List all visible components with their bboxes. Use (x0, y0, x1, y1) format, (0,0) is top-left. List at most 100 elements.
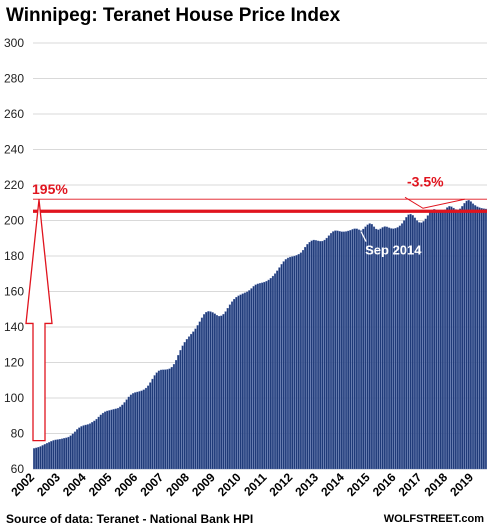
bar (205, 312, 208, 470)
x-tick-label: 2003 (34, 470, 63, 499)
bar (198, 321, 201, 470)
bar (203, 314, 206, 470)
bar (276, 270, 279, 470)
bar (353, 228, 356, 470)
bar (211, 312, 214, 470)
bar (151, 378, 154, 470)
bar (456, 209, 459, 470)
bar (345, 231, 348, 470)
bar (88, 423, 92, 470)
source-note: Source of data: Teranet - National Bank … (6, 512, 253, 526)
bar (243, 292, 246, 470)
bar (394, 228, 397, 470)
brand-label: WOLFSTREET.com (384, 513, 484, 525)
bar (224, 311, 227, 470)
bar (426, 215, 429, 470)
bar (338, 231, 341, 470)
bar (54, 439, 57, 470)
bar (157, 370, 160, 470)
bar (325, 237, 328, 470)
x-tick-label: 2010 (215, 470, 244, 499)
bar (187, 336, 191, 470)
decline-bracket (404, 196, 465, 209)
bar (37, 447, 40, 470)
bar (45, 443, 49, 470)
bar (398, 225, 401, 470)
bar (121, 404, 124, 470)
bar (407, 214, 410, 470)
bar (97, 416, 100, 470)
y-tick-label: 200 (4, 214, 24, 228)
bar (192, 331, 195, 470)
bar (114, 408, 117, 470)
bar (71, 433, 74, 470)
bar (58, 439, 61, 470)
bar (91, 422, 94, 470)
bar (379, 228, 382, 470)
bar (342, 231, 345, 470)
bar (196, 325, 199, 470)
bar (179, 350, 182, 470)
bar (347, 230, 350, 470)
bar (321, 240, 324, 470)
bar (69, 435, 72, 470)
bar (125, 399, 128, 470)
bar (104, 411, 107, 470)
y-tick-label: 140 (4, 320, 24, 334)
bar (476, 206, 479, 470)
bar (366, 224, 369, 470)
bar (164, 369, 167, 470)
bar (123, 402, 126, 470)
bar (373, 226, 376, 470)
x-tick-label: 2015 (344, 470, 373, 499)
bar (254, 284, 257, 470)
bar (390, 228, 393, 470)
bar (132, 393, 135, 470)
bar (286, 257, 289, 470)
bar (119, 406, 122, 470)
bar (136, 391, 139, 470)
bar (364, 226, 367, 470)
bar (155, 372, 158, 470)
bar (340, 231, 343, 470)
x-tick-label: 2008 (163, 470, 192, 499)
bar (256, 283, 259, 470)
bar (474, 205, 477, 470)
bar (78, 427, 81, 470)
bar (65, 437, 68, 470)
bar (450, 206, 453, 470)
bar (110, 409, 113, 470)
bar (306, 244, 309, 470)
bar (248, 290, 251, 470)
bar (323, 239, 326, 470)
bar (35, 447, 38, 470)
bar (194, 328, 197, 470)
bar (106, 410, 109, 470)
bar (467, 200, 470, 470)
bar (112, 409, 115, 470)
bar (368, 223, 371, 470)
bar (166, 369, 169, 470)
chart-title: Winnipeg: Teranet House Price Index (6, 5, 341, 26)
bar (265, 281, 268, 470)
bar (416, 220, 419, 470)
bar (334, 230, 337, 470)
bar (484, 208, 487, 470)
bars (33, 200, 487, 470)
bar (424, 218, 427, 470)
bar (228, 304, 231, 470)
bar (405, 217, 408, 470)
bar (134, 392, 137, 470)
bar (95, 418, 98, 470)
bar (93, 420, 96, 470)
bar (101, 412, 104, 470)
growth-percent-label: 195% (32, 181, 68, 197)
bar (67, 436, 70, 470)
bar (200, 317, 203, 470)
bar (73, 431, 76, 470)
bar (48, 442, 51, 470)
bar (444, 209, 447, 470)
bar (82, 425, 85, 470)
bar (41, 445, 44, 470)
bar (469, 201, 472, 470)
